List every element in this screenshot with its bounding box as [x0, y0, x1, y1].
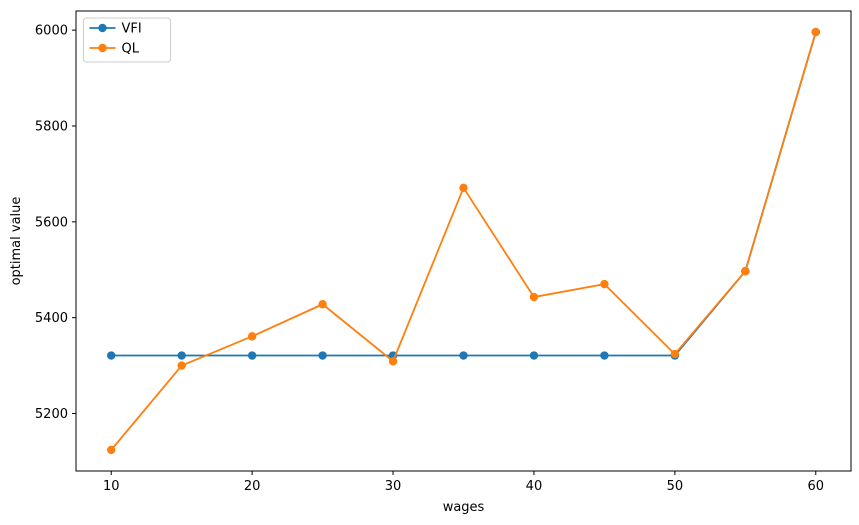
- x-tick-label: 30: [385, 479, 402, 494]
- data-point-vfi: [107, 351, 116, 360]
- data-point-ql: [459, 183, 468, 193]
- data-point-vfi: [177, 351, 186, 360]
- y-tick-label: 5600: [35, 215, 68, 230]
- data-point-ql: [388, 357, 398, 366]
- data-point-ql: [811, 27, 820, 37]
- legend-label-vfi: VFI: [122, 22, 142, 37]
- y-tick-label: 5200: [35, 407, 68, 422]
- x-tick-label: 20: [244, 479, 261, 494]
- data-point-vfi: [318, 351, 327, 360]
- y-tick-label: 5400: [35, 311, 68, 326]
- data-point-ql: [529, 292, 539, 302]
- legend-label-ql: QL: [122, 42, 140, 57]
- data-point-ql: [177, 361, 186, 370]
- data-point-ql: [318, 300, 327, 309]
- data-point-ql: [247, 332, 257, 341]
- data-point-ql: [741, 266, 750, 276]
- y-tick-label: 5800: [35, 120, 68, 135]
- x-axis-label: wages: [443, 500, 485, 515]
- legend-marker-vfi-icon: [98, 23, 107, 33]
- data-point-vfi: [600, 351, 609, 360]
- data-point-ql: [107, 445, 116, 455]
- data-point-vfi: [247, 351, 257, 360]
- data-point-vfi: [459, 351, 468, 360]
- x-tick-label: 40: [526, 479, 543, 494]
- data-point-ql: [670, 349, 680, 359]
- y-axis-label: optimal value: [9, 197, 24, 286]
- x-tick-label: 10: [103, 479, 120, 494]
- x-tick-label: 60: [807, 479, 824, 494]
- data-point-ql: [600, 279, 609, 289]
- legend-marker-ql-icon: [98, 43, 107, 53]
- data-point-vfi: [529, 351, 539, 360]
- plot-frame: [75, 10, 852, 472]
- y-tick-label: 6000: [35, 24, 68, 39]
- x-tick-label: 50: [667, 479, 684, 494]
